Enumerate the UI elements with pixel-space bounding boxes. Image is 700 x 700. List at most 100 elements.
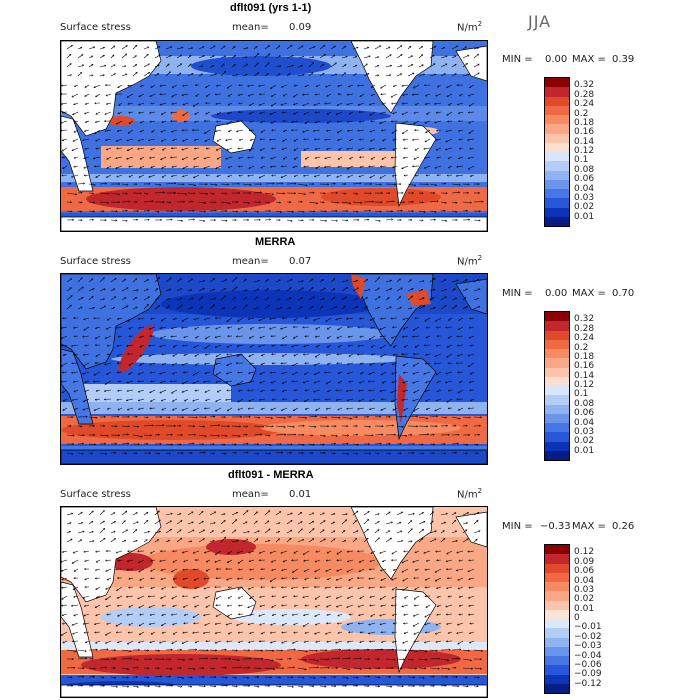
wind-vector-head bbox=[73, 666, 76, 669]
wind-vector-head bbox=[281, 111, 284, 114]
wind-vector-head bbox=[469, 201, 473, 204]
wind-vector bbox=[226, 147, 233, 151]
wind-vector bbox=[253, 425, 264, 428]
wind-vector-head bbox=[380, 363, 383, 366]
wind-vector-head bbox=[147, 530, 151, 533]
wind-vector bbox=[220, 676, 228, 678]
wind-vector bbox=[126, 568, 134, 571]
wind-vector-head bbox=[71, 640, 75, 643]
wind-vector bbox=[391, 398, 398, 403]
wind-vector bbox=[242, 676, 249, 679]
wind-vector-head bbox=[412, 614, 416, 617]
wind-vector-head bbox=[222, 63, 225, 66]
wind-vector-head bbox=[215, 167, 218, 170]
wind-vector bbox=[374, 537, 380, 543]
wind-vector-head bbox=[235, 511, 239, 514]
wind-vector-head bbox=[179, 666, 182, 670]
wind-vector-head bbox=[379, 586, 382, 589]
wind-vector bbox=[330, 288, 336, 292]
wind-vector-head bbox=[249, 138, 252, 141]
wind-vector bbox=[293, 102, 299, 105]
wind-vector-head bbox=[304, 362, 307, 365]
colorbar-tick-label: 0.12 bbox=[574, 547, 595, 558]
wind-vector bbox=[66, 649, 77, 652]
wind-vector bbox=[446, 586, 453, 589]
wind-vector bbox=[341, 519, 348, 525]
wind-vector bbox=[326, 93, 332, 97]
wind-vector-head bbox=[158, 530, 162, 533]
wind-vector-head bbox=[257, 675, 260, 679]
wind-vector bbox=[352, 452, 358, 455]
wind-vector-head bbox=[93, 408, 96, 411]
wind-vector bbox=[297, 65, 303, 68]
wind-vector bbox=[226, 640, 233, 643]
wind-vector bbox=[217, 389, 222, 393]
wind-vector-head bbox=[204, 623, 207, 626]
wind-vector bbox=[183, 604, 189, 608]
wind-vector-head bbox=[248, 336, 252, 339]
wind-vector-head bbox=[465, 522, 469, 525]
wind-vector bbox=[220, 55, 226, 59]
wind-vector bbox=[468, 102, 475, 107]
wind-vector-head bbox=[94, 550, 98, 553]
wind-vector-head bbox=[421, 192, 424, 195]
wind-vector bbox=[66, 278, 73, 283]
wind-vector-head bbox=[312, 512, 315, 515]
wind-vector-head bbox=[412, 372, 415, 375]
wind-vector-head bbox=[151, 424, 154, 427]
wind-vector bbox=[248, 165, 255, 169]
wind-vector bbox=[161, 120, 167, 123]
wind-vector-head bbox=[304, 121, 307, 124]
wind-vector bbox=[363, 452, 371, 454]
wind-vector-head bbox=[425, 326, 428, 329]
wind-vector-head bbox=[193, 605, 197, 608]
wind-vector-head bbox=[236, 623, 239, 626]
wind-vector-head bbox=[105, 452, 108, 455]
wind-vector bbox=[413, 604, 420, 606]
wind-vector-head bbox=[125, 73, 128, 76]
wind-vector-head bbox=[127, 415, 130, 419]
wind-vector-head bbox=[447, 595, 450, 598]
wind-vector bbox=[242, 521, 248, 525]
wind-vector bbox=[436, 344, 442, 347]
wind-vector bbox=[473, 306, 481, 310]
wind-vector-head bbox=[434, 166, 437, 169]
wind-vector-head bbox=[259, 148, 262, 151]
wind-vector-head bbox=[388, 530, 391, 533]
wind-vector bbox=[150, 102, 156, 104]
wind-vector bbox=[272, 613, 277, 616]
wind-vector-head bbox=[346, 434, 350, 437]
wind-vector-head bbox=[281, 614, 284, 617]
wind-vector bbox=[231, 46, 236, 50]
wind-vector bbox=[88, 510, 94, 516]
wind-vector-head bbox=[293, 148, 296, 151]
wind-vector bbox=[407, 415, 418, 418]
wind-vector bbox=[228, 129, 233, 132]
wind-vector-head bbox=[83, 631, 86, 634]
wind-vector-head bbox=[174, 182, 177, 185]
wind-vector bbox=[148, 604, 156, 608]
wind-vector-head bbox=[435, 183, 438, 187]
wind-vector-head bbox=[223, 415, 226, 419]
wind-vector bbox=[368, 380, 376, 382]
wind-vector-head bbox=[380, 408, 383, 411]
wind-vector-head bbox=[349, 202, 352, 205]
wind-vector-head bbox=[137, 139, 140, 142]
wind-vector bbox=[154, 510, 160, 516]
wind-vector-head bbox=[203, 166, 206, 169]
wind-vector-head bbox=[445, 613, 448, 616]
wind-vector bbox=[104, 335, 112, 339]
wind-vector bbox=[401, 568, 409, 573]
wind-vector-head bbox=[81, 54, 84, 57]
wind-vector bbox=[260, 389, 266, 392]
wind-vector bbox=[61, 102, 68, 105]
wind-vector-head bbox=[369, 604, 372, 607]
wind-vector bbox=[194, 120, 200, 123]
wind-vector bbox=[250, 344, 255, 348]
wind-vector-head bbox=[301, 287, 304, 290]
wind-vector-head bbox=[326, 183, 330, 186]
wind-vector-head bbox=[325, 353, 328, 356]
wind-vector-head bbox=[326, 345, 330, 348]
wind-vector bbox=[198, 452, 206, 454]
wind-vector-head bbox=[259, 138, 262, 141]
